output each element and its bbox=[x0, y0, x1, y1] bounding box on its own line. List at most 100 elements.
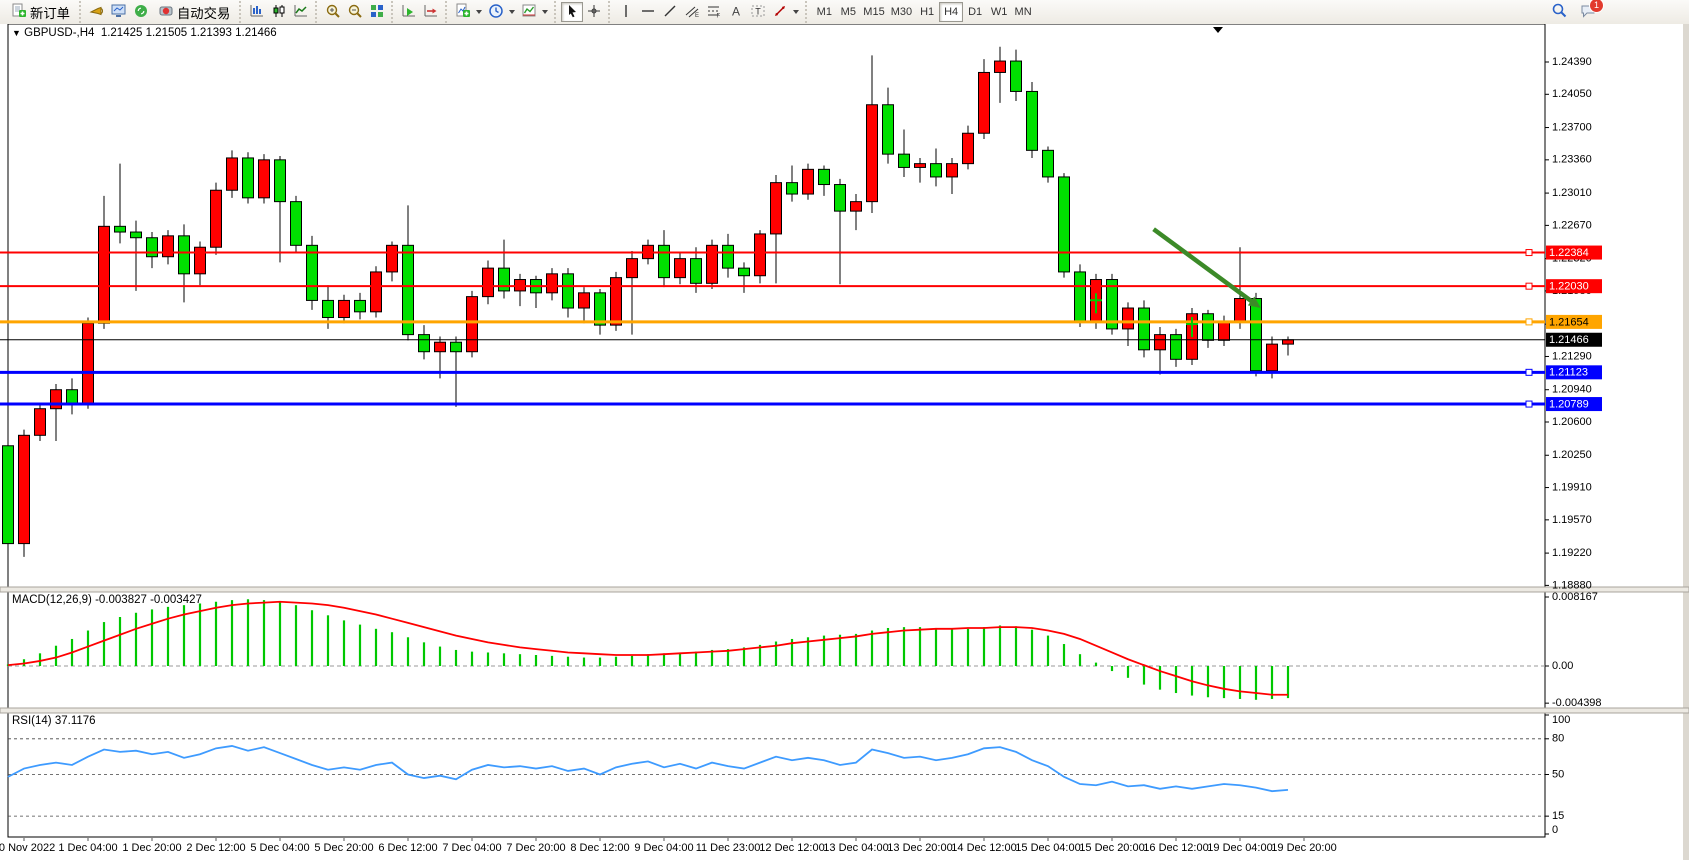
periods-button[interactable] bbox=[485, 2, 518, 22]
hline-handle[interactable] bbox=[1525, 282, 1533, 290]
candle[interactable] bbox=[930, 163, 942, 178]
panel-separator[interactable] bbox=[0, 707, 1689, 714]
time-axis-label[interactable]: 13 Dec 04:00 bbox=[823, 842, 888, 854]
cursor-button[interactable] bbox=[561, 2, 584, 22]
candle[interactable] bbox=[1058, 176, 1070, 273]
candle[interactable] bbox=[402, 244, 414, 336]
candle[interactable] bbox=[1074, 271, 1086, 322]
candle[interactable] bbox=[610, 277, 622, 326]
signals-button[interactable] bbox=[130, 2, 152, 22]
chart-canvas[interactable]: 1.24390 1.24050 1.23700 1.23360 1.23010 1.226… bbox=[0, 23, 1689, 860]
candle[interactable] bbox=[1218, 320, 1230, 341]
candle[interactable] bbox=[866, 104, 878, 203]
time-axis-label[interactable]: 1 Dec 20:00 bbox=[122, 842, 181, 854]
candle[interactable] bbox=[658, 244, 670, 279]
candle[interactable] bbox=[770, 182, 782, 235]
candle[interactable] bbox=[674, 258, 686, 279]
trend-arrow-head[interactable] bbox=[1247, 296, 1261, 309]
channel-button[interactable]: E bbox=[681, 2, 703, 22]
hline-handle[interactable] bbox=[1525, 318, 1533, 326]
templates-button[interactable] bbox=[518, 2, 551, 22]
candle[interactable] bbox=[498, 267, 510, 292]
time-axis-label[interactable]: 7 Dec 04:00 bbox=[442, 842, 501, 854]
candle[interactable] bbox=[1202, 313, 1214, 341]
candle[interactable] bbox=[706, 244, 718, 284]
chevron-down-icon[interactable] bbox=[793, 10, 800, 14]
candle[interactable] bbox=[946, 163, 958, 178]
timeframe-m30[interactable]: M30 bbox=[888, 2, 915, 22]
hline-button[interactable] bbox=[637, 2, 659, 22]
candle[interactable] bbox=[450, 341, 462, 353]
time-axis-label[interactable]: 6 Dec 12:00 bbox=[378, 842, 437, 854]
candle[interactable] bbox=[1042, 149, 1054, 178]
hline-handle[interactable] bbox=[1525, 368, 1533, 376]
candle[interactable] bbox=[754, 233, 766, 277]
time-axis-label[interactable]: 30 Nov 2022 bbox=[0, 842, 55, 854]
time-axis-label[interactable]: 11 Dec 23:00 bbox=[696, 842, 761, 854]
candle[interactable] bbox=[898, 153, 910, 168]
candle[interactable] bbox=[802, 168, 814, 195]
candle[interactable] bbox=[546, 273, 558, 294]
candle[interactable] bbox=[82, 322, 94, 404]
candle[interactable] bbox=[1170, 334, 1182, 360]
time-axis-label[interactable]: 1 Dec 04:00 bbox=[58, 842, 117, 854]
candle[interactable] bbox=[1122, 307, 1134, 330]
chart-collapse-icon[interactable]: ▼ bbox=[12, 28, 21, 38]
candle[interactable] bbox=[146, 237, 158, 258]
candle[interactable] bbox=[1282, 339, 1294, 345]
time-axis-label[interactable]: 16 Dec 12:00 bbox=[1143, 842, 1208, 854]
auto-scroll-button[interactable] bbox=[398, 2, 420, 22]
candle[interactable] bbox=[882, 104, 894, 155]
candle[interactable] bbox=[1010, 60, 1022, 92]
candle[interactable] bbox=[18, 434, 30, 545]
candle[interactable] bbox=[626, 258, 638, 279]
candle[interactable] bbox=[722, 244, 734, 269]
candle[interactable] bbox=[1026, 90, 1038, 151]
chart-shift-button[interactable] bbox=[420, 2, 442, 22]
candle[interactable] bbox=[738, 267, 750, 277]
candle[interactable] bbox=[338, 299, 350, 319]
candle[interactable] bbox=[370, 271, 382, 313]
time-axis-label[interactable]: 12 Dec 12:00 bbox=[759, 842, 824, 854]
candle[interactable] bbox=[2, 445, 14, 545]
candle[interactable] bbox=[834, 184, 846, 212]
candle[interactable] bbox=[978, 71, 990, 134]
line-chart-button[interactable] bbox=[290, 2, 312, 22]
candle[interactable] bbox=[322, 299, 334, 319]
candle[interactable] bbox=[1154, 334, 1166, 351]
candle[interactable] bbox=[1234, 298, 1246, 322]
chevron-down-icon[interactable] bbox=[509, 10, 516, 14]
trendline-button[interactable] bbox=[659, 2, 681, 22]
vline-button[interactable] bbox=[615, 2, 637, 22]
time-axis-label[interactable]: 13 Dec 20:00 bbox=[887, 842, 952, 854]
bar-chart-button[interactable] bbox=[246, 2, 268, 22]
candle[interactable] bbox=[50, 389, 62, 410]
chevron-down-icon[interactable] bbox=[542, 10, 549, 14]
timeframe-m5[interactable]: M5 bbox=[836, 2, 860, 22]
candle[interactable] bbox=[226, 157, 238, 191]
time-axis-label[interactable]: 19 Dec 04:00 bbox=[1207, 842, 1272, 854]
candle[interactable] bbox=[850, 201, 862, 212]
chevron-down-icon[interactable] bbox=[476, 10, 483, 14]
timeframe-m1[interactable]: M1 bbox=[812, 2, 836, 22]
candle[interactable] bbox=[258, 159, 270, 199]
candle[interactable] bbox=[386, 244, 398, 273]
candle[interactable] bbox=[354, 299, 366, 313]
candle[interactable] bbox=[914, 163, 926, 168]
candle[interactable] bbox=[114, 225, 126, 233]
candle[interactable] bbox=[34, 408, 46, 436]
time-axis-label[interactable]: 8 Dec 12:00 bbox=[570, 842, 629, 854]
candle[interactable] bbox=[818, 168, 830, 186]
candle[interactable] bbox=[306, 244, 318, 301]
timeframe-h1[interactable]: H1 bbox=[915, 2, 939, 22]
search-button[interactable] bbox=[1551, 2, 1568, 22]
hline-handle[interactable] bbox=[1525, 249, 1533, 257]
zoom-out-button[interactable] bbox=[344, 2, 366, 22]
candle[interactable] bbox=[130, 231, 142, 239]
candle[interactable] bbox=[1106, 279, 1118, 330]
candle[interactable] bbox=[482, 267, 494, 298]
time-axis-label[interactable]: 15 Dec 20:00 bbox=[1079, 842, 1144, 854]
candle[interactable] bbox=[178, 235, 190, 275]
alerts-button[interactable] bbox=[86, 2, 108, 22]
time-axis-label[interactable]: 2 Dec 12:00 bbox=[186, 842, 245, 854]
